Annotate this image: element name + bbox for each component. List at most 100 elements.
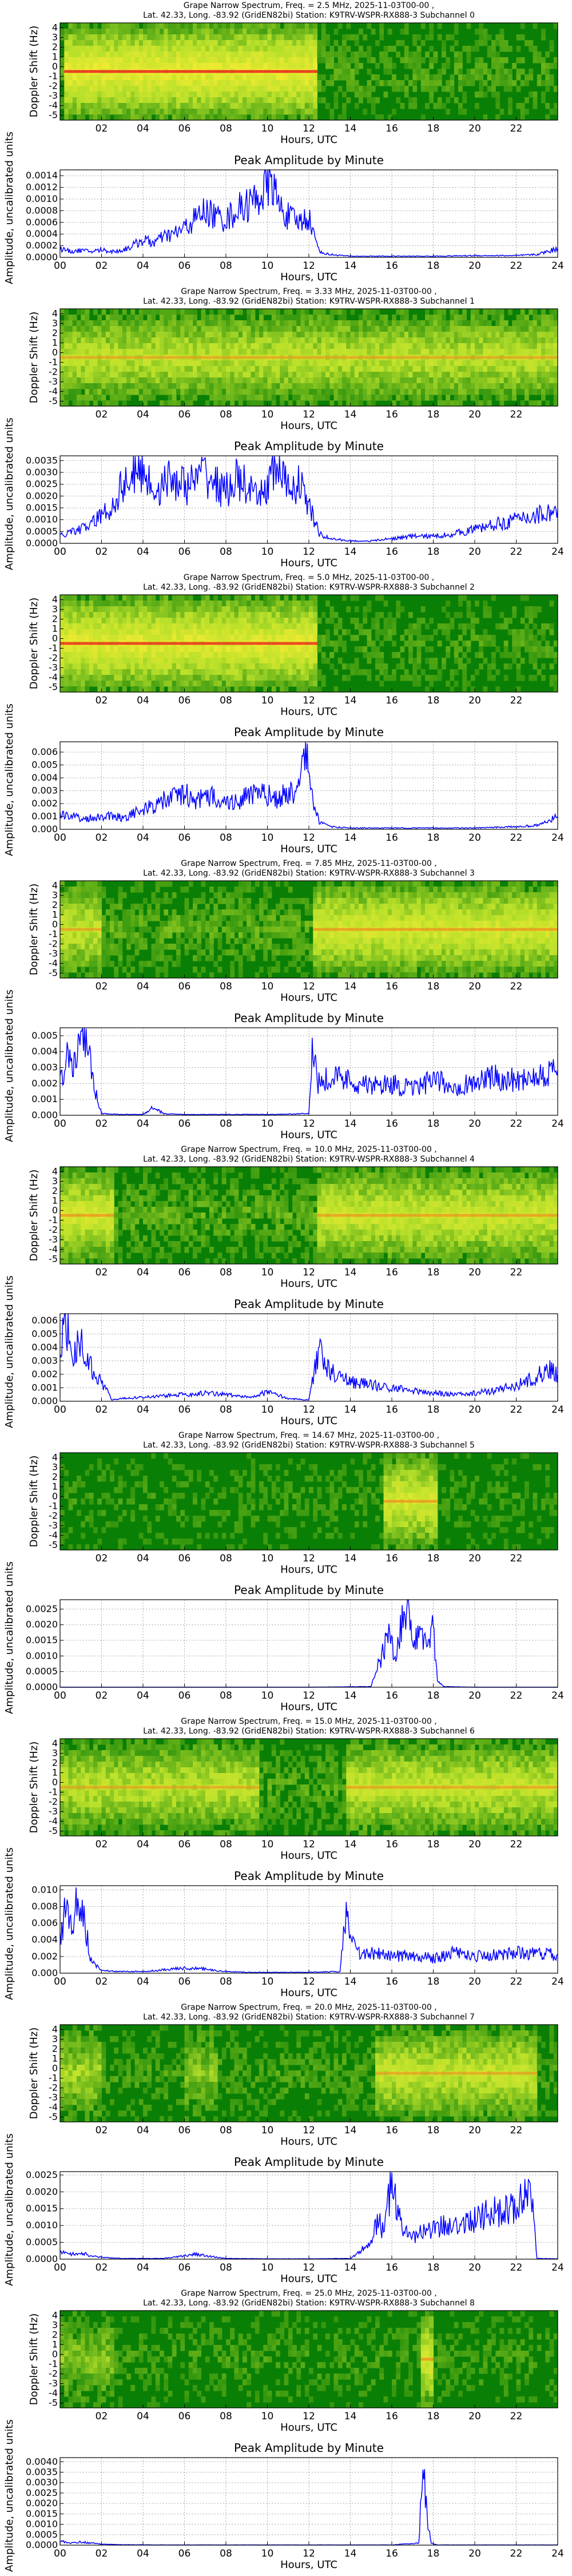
spectrogram-xtick: 10: [261, 1839, 274, 1850]
peak-chart-xtick: 08: [220, 1690, 232, 1702]
peak-chart-xtick: 14: [344, 1118, 357, 1130]
spectrogram-ytick: -4: [49, 386, 58, 397]
peak-chart-ylabel: Amplitude, uncalibrated units: [3, 132, 15, 284]
peak-chart-xtick: 20: [468, 546, 481, 558]
spectrogram-xtick: 22: [510, 981, 523, 992]
spectrogram-xtick: 16: [386, 1553, 398, 1564]
peak-chart-ytick: 0.0035: [26, 2467, 58, 2478]
spectrogram-ytick: 1: [52, 1195, 58, 1206]
peak-chart-ytick: 0.0030: [26, 467, 58, 478]
spectrogram-xlabel: Hours, UTC: [280, 1278, 337, 1290]
spectrogram-ytick: 4: [52, 2024, 58, 2035]
peak-chart-xlabel: Hours, UTC: [280, 1701, 337, 1713]
peak-chart-ytick: 0.010: [31, 1884, 58, 1895]
peak-chart-ylabel: Amplitude, uncalibrated units: [3, 989, 15, 1142]
peak-chart-xtick: 18: [427, 1404, 440, 1416]
spectrogram-ytick: 2: [52, 2329, 58, 2340]
peak-chart-ytick: 0.0020: [26, 2498, 58, 2509]
spectrogram-ytick: -3: [49, 2378, 58, 2389]
peak-chart-xtick: 22: [510, 1404, 523, 1416]
peak-chart-xtick: 02: [96, 1404, 108, 1416]
peak-chart-xlabel: Hours, UTC: [280, 1987, 337, 1999]
peak-chart-xtick: 06: [178, 1404, 191, 1416]
spectrogram-xlabel: Hours, UTC: [280, 420, 337, 432]
peak-chart-xtick: 14: [344, 260, 357, 272]
spectrogram-xtick: 20: [468, 1839, 481, 1850]
peak-chart-ytick: 0.0000: [26, 2539, 58, 2550]
spectrogram-xtick: 04: [137, 2411, 149, 2422]
spectrogram-xtick: 22: [510, 123, 523, 134]
spectrogram-ytick: -3: [49, 376, 58, 387]
peak-chart-ytick: 0.0015: [26, 2508, 58, 2519]
spectrogram-xtick: 16: [386, 123, 398, 134]
spectrogram-ytick: -1: [49, 357, 58, 368]
spectrogram-ytick: -1: [49, 2359, 58, 2370]
peak-chart-xtick: 22: [510, 1118, 523, 1130]
spectrogram-xtick: 22: [510, 2411, 523, 2422]
peak-chart-xtick: 08: [220, 2262, 232, 2273]
spectrogram-ytick: -2: [49, 2082, 58, 2093]
spectrogram-xtick: 06: [178, 123, 191, 134]
spectrogram-title: Grape Narrow Spectrum, Freq. = 5.0 MHz, …: [184, 573, 434, 582]
peak-chart-xtick: 10: [261, 2548, 274, 2559]
peak-chart-xtick: 10: [261, 2262, 274, 2273]
peak-chart-xtick: 24: [551, 546, 564, 558]
peak-chart-xtick: 18: [427, 1690, 440, 1702]
peak-chart-ylabel: Amplitude, uncalibrated units: [3, 418, 15, 570]
spectrogram-subtitle: Lat. 42.33, Long. -83.92 (GridEN82bi) St…: [143, 2013, 475, 2022]
peak-chart-ytick: 0.002: [31, 798, 58, 809]
peak-chart-ytick: 0.0015: [26, 502, 58, 513]
spectrogram-image: [60, 2025, 558, 2122]
spectrogram-xtick: 20: [468, 123, 481, 134]
peak-chart-xtick: 22: [510, 2262, 523, 2273]
peak-chart-xtick: 08: [220, 260, 232, 272]
peak-chart-xtick: 02: [96, 1690, 108, 1702]
spectrogram-xtick: 08: [220, 409, 232, 420]
peak-chart-ytick: 0.000: [31, 1396, 58, 1406]
spectrogram-ytick: 4: [52, 308, 58, 319]
peak-chart-xtick: 08: [220, 1976, 232, 1987]
peak-chart-ylabel: Amplitude, uncalibrated units: [3, 2419, 15, 2572]
spectrogram-xtick: 18: [427, 1267, 440, 1278]
spectrogram-title: Grape Narrow Spectrum, Freq. = 2.5 MHz, …: [184, 1, 434, 10]
peak-chart-xtick: 04: [137, 546, 149, 558]
peak-chart-ytick: 0.0010: [26, 2519, 58, 2530]
spectrogram-ytick: -3: [49, 1520, 58, 1531]
spectrogram-ytick: 4: [52, 1452, 58, 1463]
spectrogram-ytick: 3: [52, 1748, 58, 1759]
spectrogram-xlabel: Hours, UTC: [280, 2136, 337, 2148]
spectrogram-xtick: 06: [178, 409, 191, 420]
spectrogram-xtick: 18: [427, 2125, 440, 2136]
peak-chart-ytick: 0.0010: [26, 193, 58, 204]
peak-chart-xtick: 18: [427, 832, 440, 844]
spectrogram-ytick: -5: [49, 396, 58, 407]
peak-chart-ytick: 0.0005: [26, 2237, 58, 2248]
spectrogram-xtick: 16: [386, 1267, 398, 1278]
peak-chart-xtick: 14: [344, 1690, 357, 1702]
spectrogram-subtitle: Lat. 42.33, Long. -83.92 (GridEN82bi) St…: [143, 11, 475, 20]
peak-chart-xtick: 06: [178, 260, 191, 272]
peak-chart-xtick: 16: [386, 260, 398, 272]
peak-chart-ytick: 0.0010: [26, 514, 58, 525]
spectrogram-xtick: 12: [303, 981, 315, 992]
spectrogram-xtick: 04: [137, 409, 149, 420]
peak-chart-ytick: 0.002: [31, 1078, 58, 1088]
spectrogram-ylabel: Doppler Shift (Hz): [28, 598, 40, 690]
peak-chart-xlabel: Hours, UTC: [280, 843, 337, 855]
spectrogram-xtick: 20: [468, 695, 481, 706]
peak-chart-ytick: 0.005: [31, 1328, 58, 1339]
peak-chart-xtick: 04: [137, 1404, 149, 1416]
peak-chart-xtick: 08: [220, 1118, 232, 1130]
peak-chart-ytick: 0.0020: [26, 1619, 58, 1630]
peak-chart-xtick: 22: [510, 832, 523, 844]
peak-chart-xtick: 10: [261, 832, 274, 844]
peak-chart-ytick: 0.0000: [26, 2253, 58, 2264]
peak-chart-xtick: 12: [303, 1404, 315, 1416]
peak-chart-ytick: 0.0012: [26, 182, 58, 193]
spectrogram-ytick: -4: [49, 958, 58, 969]
peak-chart-ytick: 0.000: [31, 1110, 58, 1120]
peak-chart-xtick: 02: [96, 546, 108, 558]
peak-chart-xtick: 16: [386, 1118, 398, 1130]
spectrogram-ytick: -1: [49, 71, 58, 82]
peak-chart-ytick: 0.002: [31, 1951, 58, 1962]
